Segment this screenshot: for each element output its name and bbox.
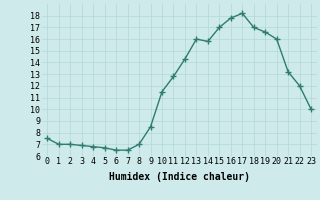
X-axis label: Humidex (Indice chaleur): Humidex (Indice chaleur) <box>109 172 250 182</box>
